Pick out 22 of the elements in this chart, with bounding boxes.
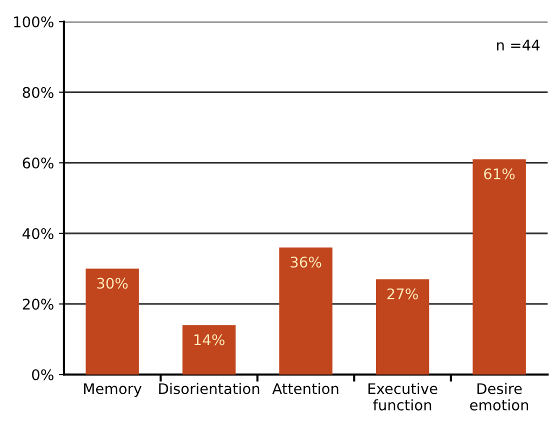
data-label: 61% xyxy=(484,168,515,180)
bar xyxy=(376,279,430,375)
data-label: 14% xyxy=(194,334,224,346)
y-tick-label: 60% xyxy=(22,158,54,169)
bar xyxy=(472,159,526,375)
data-label: 27% xyxy=(387,288,418,300)
y-tick-label: 80% xyxy=(22,86,54,98)
x-tick-label: Disorientation xyxy=(159,382,260,394)
annotation: n =44 xyxy=(497,40,540,50)
y-tick-label: 20% xyxy=(22,298,54,310)
bar xyxy=(279,248,332,375)
bar xyxy=(86,268,139,375)
bar xyxy=(182,325,236,375)
y-tick-label: 100% xyxy=(14,16,54,28)
data-label: 36% xyxy=(290,256,322,268)
y-tick-label: 40% xyxy=(22,228,54,240)
x-tick-label: Executive function xyxy=(368,382,438,410)
x-tick-label: Desire emotion xyxy=(470,382,528,410)
y-tick-label: 0% xyxy=(32,369,54,380)
x-tick-label: Attention xyxy=(272,382,338,394)
x-tick-label: Memory xyxy=(84,383,142,397)
data-label: 30% xyxy=(97,278,128,289)
